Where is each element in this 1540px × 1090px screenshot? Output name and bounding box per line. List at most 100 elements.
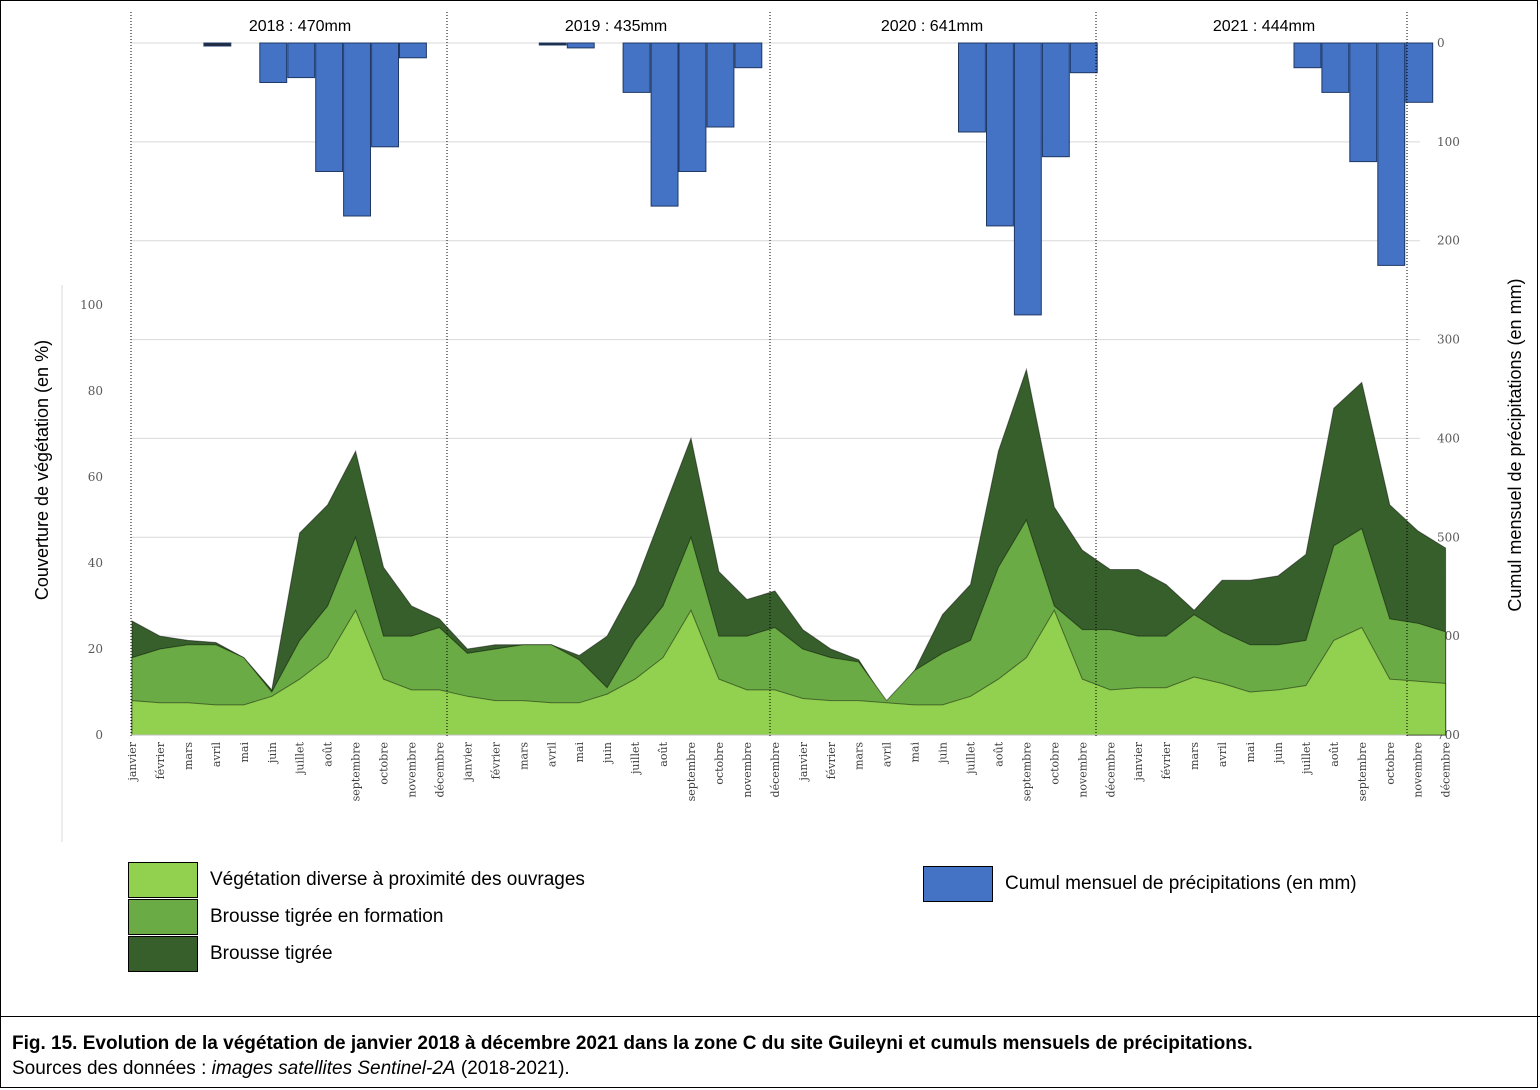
right-tick-label: 300 (1437, 333, 1460, 347)
chart: 0100200300400500600700020406080100Couver… (32, 12, 1525, 842)
precip-bar (343, 42, 372, 217)
precip-bar (371, 42, 400, 148)
left-tick-label: 100 (80, 298, 103, 312)
left-tick-label: 0 (95, 728, 103, 742)
left-tick-label: 60 (88, 470, 103, 484)
year-label: 2019 : 435mm (565, 18, 667, 35)
precip-bar (259, 42, 288, 83)
month-tick-label: juin (601, 742, 614, 765)
precip-bar (287, 42, 316, 79)
caption-source-prefix: Sources des données : (12, 1058, 212, 1079)
month-tick-label: août (322, 741, 335, 766)
precip-bar (315, 42, 344, 172)
month-tick-label: octobre (1048, 742, 1061, 785)
month-tick-label: avril (210, 742, 223, 768)
month-tick-label: décembre (1104, 742, 1117, 797)
precip-bar (1069, 42, 1098, 74)
left-tick-label: 40 (88, 556, 103, 570)
precip-bar (1377, 42, 1406, 266)
precip-bar (706, 42, 735, 128)
caption-source: Sources des données : images satellites … (12, 1058, 570, 1079)
legend-swatch (128, 862, 198, 898)
legend-item-brousse-tigree: Brousse tigrée (128, 936, 333, 972)
month-tick-label: décembre (1440, 742, 1453, 797)
month-tick-label: juillet (1300, 741, 1313, 776)
month-tick-label: février (825, 741, 838, 779)
area-brousse-formation (131, 518, 1447, 736)
figure-caption: Fig. 15. Evolution de la végétation de j… (0, 1016, 1540, 1090)
legend-item-vegetation-diverse: Végétation diverse à proximité des ouvra… (128, 862, 585, 898)
month-tick-label: mai (1244, 742, 1257, 763)
month-tick-label: septembre (685, 742, 698, 801)
month-tick-label: décembre (433, 742, 446, 797)
month-tick-label: novembre (406, 742, 419, 798)
right-axis-title: Cumul mensuel de précipitations (en mm) (1505, 278, 1525, 611)
month-tick-label: novembre (1412, 742, 1425, 798)
precip-bar (958, 42, 986, 133)
month-tick-label: août (1328, 741, 1341, 766)
left-tick-label: 80 (88, 384, 103, 398)
legend-swatch (128, 899, 198, 935)
month-tick-label: octobre (1384, 742, 1397, 785)
legend-item-brousse-formation: Brousse tigrée en formation (128, 899, 443, 935)
month-tick-label: juillet (965, 741, 978, 776)
month-tick-label: mai (573, 742, 586, 763)
month-tick-label: janvier (126, 741, 139, 782)
right-tick-label: 0 (1437, 36, 1445, 50)
month-tick-label: mars (1188, 742, 1201, 770)
precip-bar (1013, 42, 1042, 316)
year-label: 2020 : 641mm (881, 18, 983, 35)
right-tick-label: 200 (1437, 234, 1460, 248)
month-tick-label: octobre (378, 742, 391, 785)
month-tick-label: décembre (769, 742, 782, 797)
precip-bar (1041, 42, 1070, 158)
month-tick-label: septembre (1356, 742, 1369, 801)
month-tick-label: février (489, 741, 502, 779)
month-tick-label: août (992, 741, 1005, 766)
month-tick-label: septembre (1020, 742, 1033, 801)
year-label: 2021 : 444mm (1213, 18, 1315, 35)
precip-bar (986, 42, 1014, 227)
month-tick-label: novembre (741, 742, 754, 798)
precip-bar (1405, 42, 1434, 103)
month-tick-label: avril (881, 742, 894, 768)
precip-bar (1293, 42, 1322, 69)
legend-label: Cumul mensuel de précipitations (en mm) (1005, 873, 1357, 894)
left-axis-title: Couverture de végétation (en %) (32, 340, 52, 600)
month-tick-label: août (657, 741, 670, 766)
right-tick-label: 400 (1437, 431, 1460, 445)
month-tick-label: janvier (1132, 741, 1145, 782)
month-tick-label: février (1160, 741, 1173, 779)
month-tick-label: juillet (629, 741, 642, 776)
legend-label: Brousse tigrée (210, 943, 333, 964)
month-tick-label: février (154, 741, 167, 779)
month-tick-label: juin (1272, 742, 1285, 765)
right-tick-label: 500 (1437, 530, 1460, 544)
caption-source-italic: images satellites Sentinel-2A (211, 1058, 456, 1079)
month-tick-label: juin (937, 742, 950, 765)
month-tick-label: juin (266, 742, 279, 765)
month-tick-label: mars (517, 742, 530, 770)
month-tick-label: mai (238, 742, 251, 763)
caption-source-suffix: (2018-2021). (455, 1058, 570, 1079)
year-label: 2018 : 470mm (249, 18, 351, 35)
month-tick-label: septembre (350, 742, 363, 801)
month-tick-label: juillet (294, 741, 307, 776)
month-tick-label: janvier (797, 741, 810, 782)
precip-bar (538, 42, 567, 46)
precip-bar (622, 42, 651, 93)
right-tick-label: 100 (1437, 135, 1460, 149)
month-tick-label: novembre (1076, 742, 1089, 798)
month-tick-label: octobre (713, 742, 726, 785)
month-tick-label: avril (545, 742, 558, 768)
precip-bar (1321, 42, 1350, 93)
month-tick-label: mars (182, 742, 195, 770)
caption-title: Fig. 15. Evolution de la végétation de j… (12, 1033, 1253, 1054)
precip-bar (1349, 42, 1378, 163)
precip-bar (399, 42, 427, 59)
precip-bar (566, 42, 595, 49)
month-tick-label: mai (909, 742, 922, 763)
legend-swatch (128, 936, 198, 972)
precip-bar (203, 42, 232, 47)
